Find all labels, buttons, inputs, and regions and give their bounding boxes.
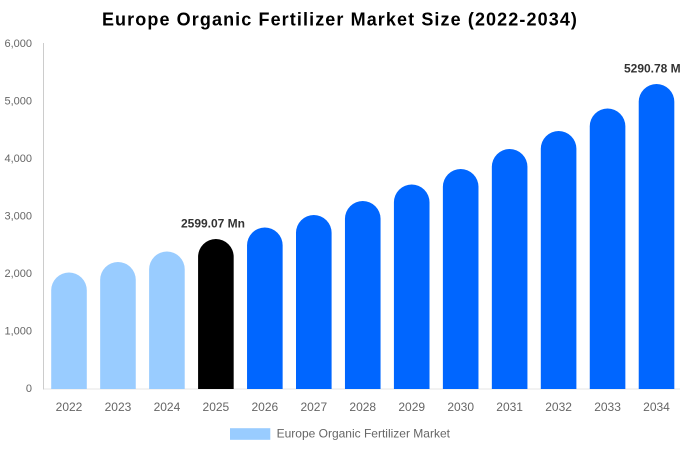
svg-text:2030: 2030 xyxy=(447,400,474,414)
svg-text:2025: 2025 xyxy=(203,400,230,414)
svg-text:2024: 2024 xyxy=(154,400,181,414)
svg-text:1,000: 1,000 xyxy=(4,326,32,338)
svg-text:2028: 2028 xyxy=(349,400,376,414)
svg-text:Europe Organic Fertilizer Mark: Europe Organic Fertilizer Market Size (2… xyxy=(102,10,578,30)
svg-text:2022: 2022 xyxy=(56,400,83,414)
svg-text:2029: 2029 xyxy=(398,400,425,414)
svg-text:0: 0 xyxy=(26,383,32,395)
svg-text:2599.07 Mn: 2599.07 Mn xyxy=(181,217,245,231)
svg-text:5,000: 5,000 xyxy=(4,96,32,108)
svg-text:2033: 2033 xyxy=(594,400,621,414)
svg-text:Europe Organic Fertilizer Mark: Europe Organic Fertilizer Market xyxy=(277,427,451,441)
svg-text:2023: 2023 xyxy=(105,400,132,414)
svg-text:5290.78 Mn: 5290.78 Mn xyxy=(624,62,680,76)
svg-text:2026: 2026 xyxy=(251,400,278,414)
svg-text:3,000: 3,000 xyxy=(4,211,32,223)
svg-text:2031: 2031 xyxy=(496,400,523,414)
svg-text:2032: 2032 xyxy=(545,400,572,414)
svg-text:2027: 2027 xyxy=(300,400,327,414)
svg-text:6,000: 6,000 xyxy=(4,38,32,50)
svg-text:2,000: 2,000 xyxy=(4,268,32,280)
svg-text:4,000: 4,000 xyxy=(4,153,32,165)
svg-text:2034: 2034 xyxy=(643,400,670,414)
